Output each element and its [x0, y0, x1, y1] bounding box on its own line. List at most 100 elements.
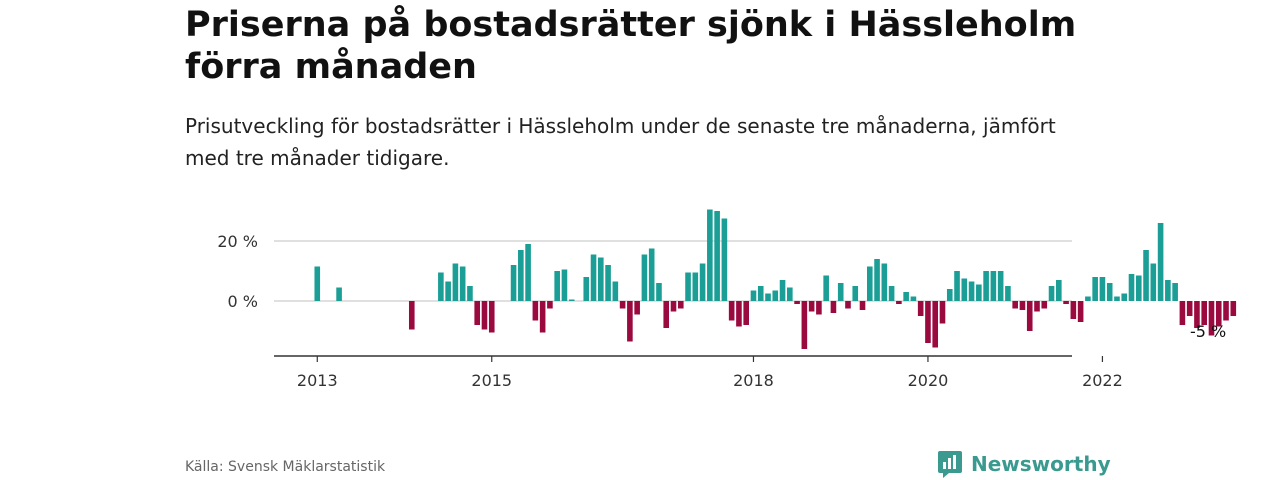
x-axis: [274, 355, 1104, 362]
bar: [1099, 277, 1106, 301]
bar: [583, 277, 590, 301]
bar: [663, 301, 670, 328]
bar: [641, 254, 648, 301]
x-tick-label: 2015: [471, 371, 512, 390]
bar: [983, 271, 989, 301]
bar: [510, 265, 517, 301]
bar: [801, 301, 808, 349]
bar: [1165, 280, 1171, 301]
bar: [779, 280, 786, 301]
x-tick-label: 2022: [1082, 371, 1123, 390]
bar: [677, 301, 684, 309]
bar: [408, 301, 415, 330]
bar: [532, 301, 539, 321]
newsworthy-logo[interactable]: Newsworthy: [937, 449, 1111, 479]
bar: [903, 292, 909, 301]
bar-chart: 0 % 20 % 2013 2015 2018 2020 2022 -5 %: [217, 209, 1237, 390]
bar: [1092, 277, 1098, 301]
y-tick-label: 0 %: [228, 292, 258, 311]
bar: [445, 281, 451, 301]
bar: [968, 281, 975, 301]
bar: [1186, 301, 1193, 316]
bar: [881, 263, 888, 301]
bar: [1106, 283, 1113, 301]
bar: [1128, 274, 1135, 301]
bar: [598, 257, 604, 301]
bar: [1157, 223, 1164, 301]
bar: [714, 211, 720, 301]
bar: [1019, 301, 1026, 310]
bar: [845, 301, 851, 309]
bar: [1143, 250, 1149, 301]
bar: [539, 301, 546, 333]
bar: [1005, 286, 1011, 301]
bar: [1048, 286, 1055, 301]
bar: [481, 301, 488, 330]
bar: [1194, 301, 1200, 328]
bar: [685, 272, 691, 301]
bar: [452, 263, 459, 301]
bar: [488, 301, 495, 333]
bar: [874, 259, 880, 301]
bar: [656, 283, 662, 301]
newsworthy-logo-icon: [938, 451, 962, 478]
labels: 0 % 20 % 2013 2015 2018 2020 2022 -5 %: [217, 232, 1226, 390]
bar: [816, 301, 822, 315]
bar: [728, 301, 735, 321]
y-tick-label: 20 %: [217, 232, 258, 251]
bar: [336, 287, 342, 301]
brand-name: Newsworthy: [971, 452, 1111, 476]
bar: [896, 301, 902, 304]
bar: [808, 301, 815, 312]
bar: [459, 266, 466, 301]
bar: [314, 266, 321, 301]
bar: [1208, 301, 1215, 336]
bar: [997, 271, 1004, 301]
bar: [467, 286, 473, 301]
bar: [830, 301, 837, 313]
bar: [1201, 301, 1208, 325]
bar: [561, 269, 568, 301]
bars: [314, 209, 1237, 349]
bar: [772, 290, 779, 301]
x-tick-label: 2018: [733, 371, 774, 390]
chart-subtitle: Prisutveckling för bostadsrätter i Hässl…: [185, 114, 1056, 170]
bar: [837, 283, 844, 301]
bar: [568, 299, 575, 301]
bar: [743, 301, 749, 325]
bar: [1077, 301, 1084, 322]
bar: [1135, 275, 1142, 301]
bar: [547, 301, 553, 309]
bar: [699, 263, 706, 301]
bar: [757, 286, 764, 301]
bar: [932, 301, 939, 348]
bar: [794, 301, 800, 304]
bar: [976, 284, 982, 301]
bar: [1150, 263, 1157, 301]
bar: [1012, 301, 1018, 309]
x-tick-label: 2020: [908, 371, 949, 390]
bar: [627, 301, 633, 342]
bar: [590, 254, 597, 301]
bar: [866, 266, 873, 301]
bar: [787, 287, 793, 301]
bar: [1223, 301, 1229, 321]
bar: [554, 271, 560, 301]
bar: [1215, 301, 1222, 327]
chart-title: Priserna på bostadsrätter sjönk i Hässle…: [185, 5, 1077, 87]
bar: [823, 275, 829, 301]
bar: [859, 301, 866, 310]
bar: [990, 271, 997, 301]
bar: [946, 289, 953, 301]
bar: [518, 250, 524, 301]
bar: [692, 272, 699, 301]
bar: [721, 218, 728, 301]
bar: [612, 281, 619, 301]
bar: [1114, 296, 1120, 301]
bar: [1034, 301, 1040, 312]
bar: [917, 301, 924, 316]
bar: [707, 209, 713, 301]
bar: [925, 301, 931, 343]
bar: [438, 272, 444, 301]
x-tick-label: 2013: [297, 371, 338, 390]
